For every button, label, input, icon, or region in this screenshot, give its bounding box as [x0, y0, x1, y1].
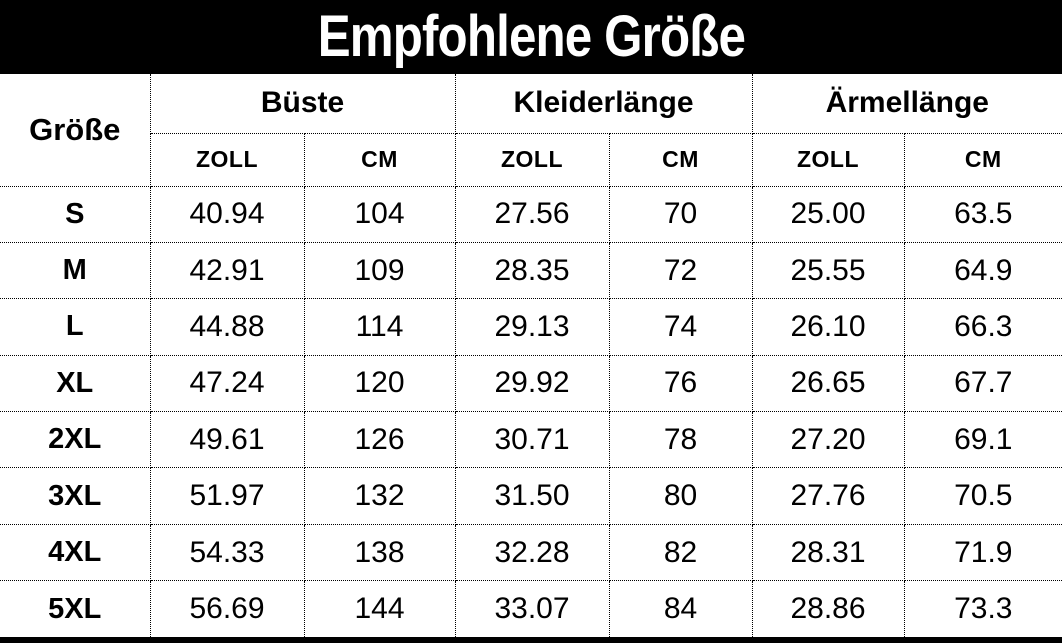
title-banner: Empfohlene Größe [0, 0, 1062, 74]
value-cell: 64.9 [903, 241, 1062, 300]
value-cell: 28.31 [751, 523, 905, 582]
value-cell: 73.3 [903, 580, 1062, 638]
table-row-l: L 44.88 114 29.13 74 26.10 66.3 [0, 298, 1062, 356]
value-cell: 67.7 [903, 354, 1062, 413]
value-cell: 54.33 [149, 523, 305, 582]
value-cell: 42.91 [149, 241, 305, 300]
value-cell: 70.5 [903, 467, 1062, 525]
table-row-5xl: 5XL 56.69 144 33.07 84 28.86 73.3 [0, 580, 1062, 638]
value-cell: 76 [608, 354, 753, 413]
size-label: XL [0, 354, 151, 413]
table-row-4xl: 4XL 54.33 138 32.28 82 28.31 71.9 [0, 523, 1062, 582]
group-header-row: Größe Büste Kleiderlänge Ärmellänge [0, 74, 1062, 187]
size-label: 4XL [0, 523, 151, 582]
value-cell: 26.10 [751, 298, 905, 356]
value-cell: 49.61 [149, 411, 305, 469]
table-row-2xl: 2XL 49.61 126 30.71 78 27.20 69.1 [0, 411, 1062, 469]
value-cell: 104 [303, 185, 456, 243]
value-cell: 120 [303, 354, 456, 413]
value-cell: 114 [303, 298, 456, 356]
value-cell: 29.13 [454, 298, 610, 356]
value-cell: 56.69 [149, 580, 305, 638]
value-cell: 138 [303, 523, 456, 582]
value-cell: 126 [303, 411, 456, 469]
value-cell: 74 [608, 298, 753, 356]
table-row-3xl: 3XL 51.97 132 31.50 80 27.76 70.5 [0, 467, 1062, 525]
value-cell: 72 [608, 241, 753, 300]
value-cell: 31.50 [454, 467, 610, 525]
value-cell: 66.3 [903, 298, 1062, 356]
value-cell: 82 [608, 523, 753, 582]
value-cell: 40.94 [149, 185, 305, 243]
value-cell: 28.35 [454, 241, 610, 300]
value-cell: 47.24 [149, 354, 305, 413]
value-cell: 29.92 [454, 354, 610, 413]
value-cell: 70 [608, 185, 753, 243]
value-cell: 27.20 [751, 411, 905, 469]
value-cell: 78 [608, 411, 753, 469]
value-cell: 63.5 [903, 185, 1062, 243]
value-cell: 84 [608, 580, 753, 638]
header-dress-cm: CM [608, 132, 753, 187]
value-cell: 30.71 [454, 411, 610, 469]
size-label: 3XL [0, 467, 151, 525]
value-cell: 132 [303, 467, 456, 525]
size-label: L [0, 298, 151, 356]
size-label: S [0, 185, 151, 243]
value-cell: 109 [303, 241, 456, 300]
size-label: M [0, 241, 151, 300]
value-cell: 71.9 [903, 523, 1062, 582]
page-title: Empfohlene Größe [317, 4, 745, 69]
unit-header-row: ZOLL CM ZOLL CM ZOLL CM [0, 132, 1062, 187]
header-dress-length: Kleiderlänge [454, 74, 753, 134]
header-bust-cm: CM [303, 132, 456, 187]
bottom-bar [0, 637, 1062, 643]
value-cell: 28.86 [751, 580, 905, 638]
value-cell: 44.88 [149, 298, 305, 356]
value-cell: 80 [608, 467, 753, 525]
value-cell: 69.1 [903, 411, 1062, 469]
value-cell: 25.00 [751, 185, 905, 243]
value-cell: 51.97 [149, 467, 305, 525]
header-sleeve-cm: CM [903, 132, 1062, 187]
header-sleeve-zoll: ZOLL [751, 132, 905, 187]
header-bust: Büste [149, 74, 456, 134]
table-row-m: M 42.91 109 28.35 72 25.55 64.9 [0, 241, 1062, 300]
header-bust-zoll: ZOLL [150, 132, 305, 187]
size-label: 5XL [0, 580, 151, 638]
value-cell: 27.56 [454, 185, 610, 243]
header-sleeve-length: Ärmellänge [751, 74, 1062, 134]
value-cell: 26.65 [751, 354, 905, 413]
size-table: Größe Büste Kleiderlänge Ärmellänge ZOLL… [0, 74, 1062, 638]
header-dress-zoll: ZOLL [454, 132, 610, 187]
value-cell: 144 [303, 580, 456, 638]
table-row-xl: XL 47.24 120 29.92 76 26.65 67.7 [0, 354, 1062, 413]
size-label: 2XL [0, 411, 151, 469]
header-size: Größe [0, 74, 151, 187]
value-cell: 25.55 [751, 241, 905, 300]
table-row-s: S 40.94 104 27.56 70 25.00 63.5 [0, 185, 1062, 243]
value-cell: 27.76 [751, 467, 905, 525]
value-cell: 32.28 [454, 523, 610, 582]
value-cell: 33.07 [454, 580, 610, 638]
